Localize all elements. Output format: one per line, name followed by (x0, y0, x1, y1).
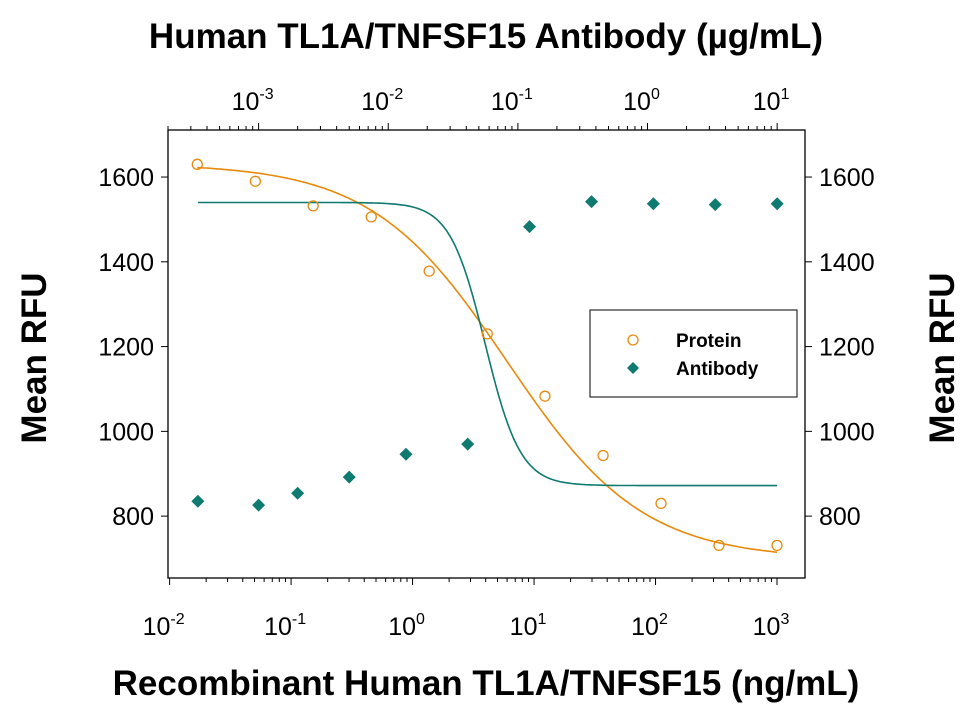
legend-marker-antibody (627, 362, 639, 374)
data-point-antibody (342, 470, 356, 484)
fit-curve-protein (197, 166, 778, 553)
x-bottom-tick-label: 10-2 (143, 611, 185, 641)
y-left-tick-label: 1400 (98, 249, 154, 277)
top-axis-title: Human TL1A/TNFSF15 Antibody (µg/mL) (149, 17, 823, 56)
x-bottom-tick-label: 103 (753, 611, 790, 641)
data-point-antibody (399, 447, 413, 461)
y-right-tick-label: 1000 (819, 418, 875, 446)
data-point-protein (771, 539, 783, 552)
y-left-tick-label: 800 (112, 503, 154, 531)
y-right-tick-label: 1600 (819, 164, 875, 192)
data-point-protein (481, 328, 493, 340)
data-point-antibody (646, 197, 660, 211)
legend-marker-protein (627, 334, 639, 346)
data-point-antibody (523, 220, 537, 234)
y-axis-title-left: Mean RFU (15, 272, 54, 443)
data-point-protein (655, 497, 667, 510)
data-point-antibody (252, 498, 266, 512)
y-left-tick-label: 1000 (98, 418, 154, 446)
x-top-tick-label: 101 (753, 86, 790, 116)
y-right-tick-label: 1200 (819, 334, 875, 362)
x-top-tick-label: 10-2 (361, 86, 403, 116)
data-point-protein (249, 175, 262, 187)
data-point-protein (713, 539, 725, 552)
legend-label-antibody: Antibody (676, 359, 759, 380)
data-point-protein (365, 211, 377, 223)
legend-box (589, 309, 798, 398)
data-point-antibody (770, 197, 784, 211)
x-bottom-tick-label: 101 (510, 611, 547, 641)
y-left-tick-label: 1600 (98, 164, 154, 192)
data-point-protein (423, 265, 435, 277)
x-axis-title: Recombinant Human TL1A/TNFSF15 (ng/mL) (113, 664, 860, 703)
x-top-tick-label: 100 (623, 86, 660, 116)
fit-curve-antibody (197, 201, 778, 487)
x-bottom-tick-label: 100 (388, 611, 425, 641)
y-right-tick-label: 800 (819, 503, 861, 531)
data-point-antibody (291, 486, 305, 500)
data-point-antibody (708, 198, 722, 212)
legend: Protein Antibody (589, 309, 798, 398)
data-point-antibody (191, 494, 205, 508)
x-top-tick-label: 10-3 (232, 86, 274, 116)
y-left-tick-label: 1200 (98, 334, 154, 362)
x-bottom-tick-label: 102 (631, 611, 668, 641)
plot-frame (167, 129, 806, 579)
data-point-protein (191, 158, 203, 170)
x-bottom-tick-label: 10-1 (264, 611, 306, 641)
data-point-protein (307, 200, 319, 212)
data-point-antibody (461, 437, 475, 451)
x-top-tick-label: 10-1 (491, 86, 533, 116)
y-right-tick-label: 1400 (819, 249, 875, 277)
data-point-protein (539, 390, 551, 402)
y-axis-title-right: Mean RFU (923, 272, 962, 443)
data-point-antibody (585, 195, 599, 209)
legend-label-protein: Protein (676, 331, 741, 352)
data-point-protein (597, 449, 609, 462)
